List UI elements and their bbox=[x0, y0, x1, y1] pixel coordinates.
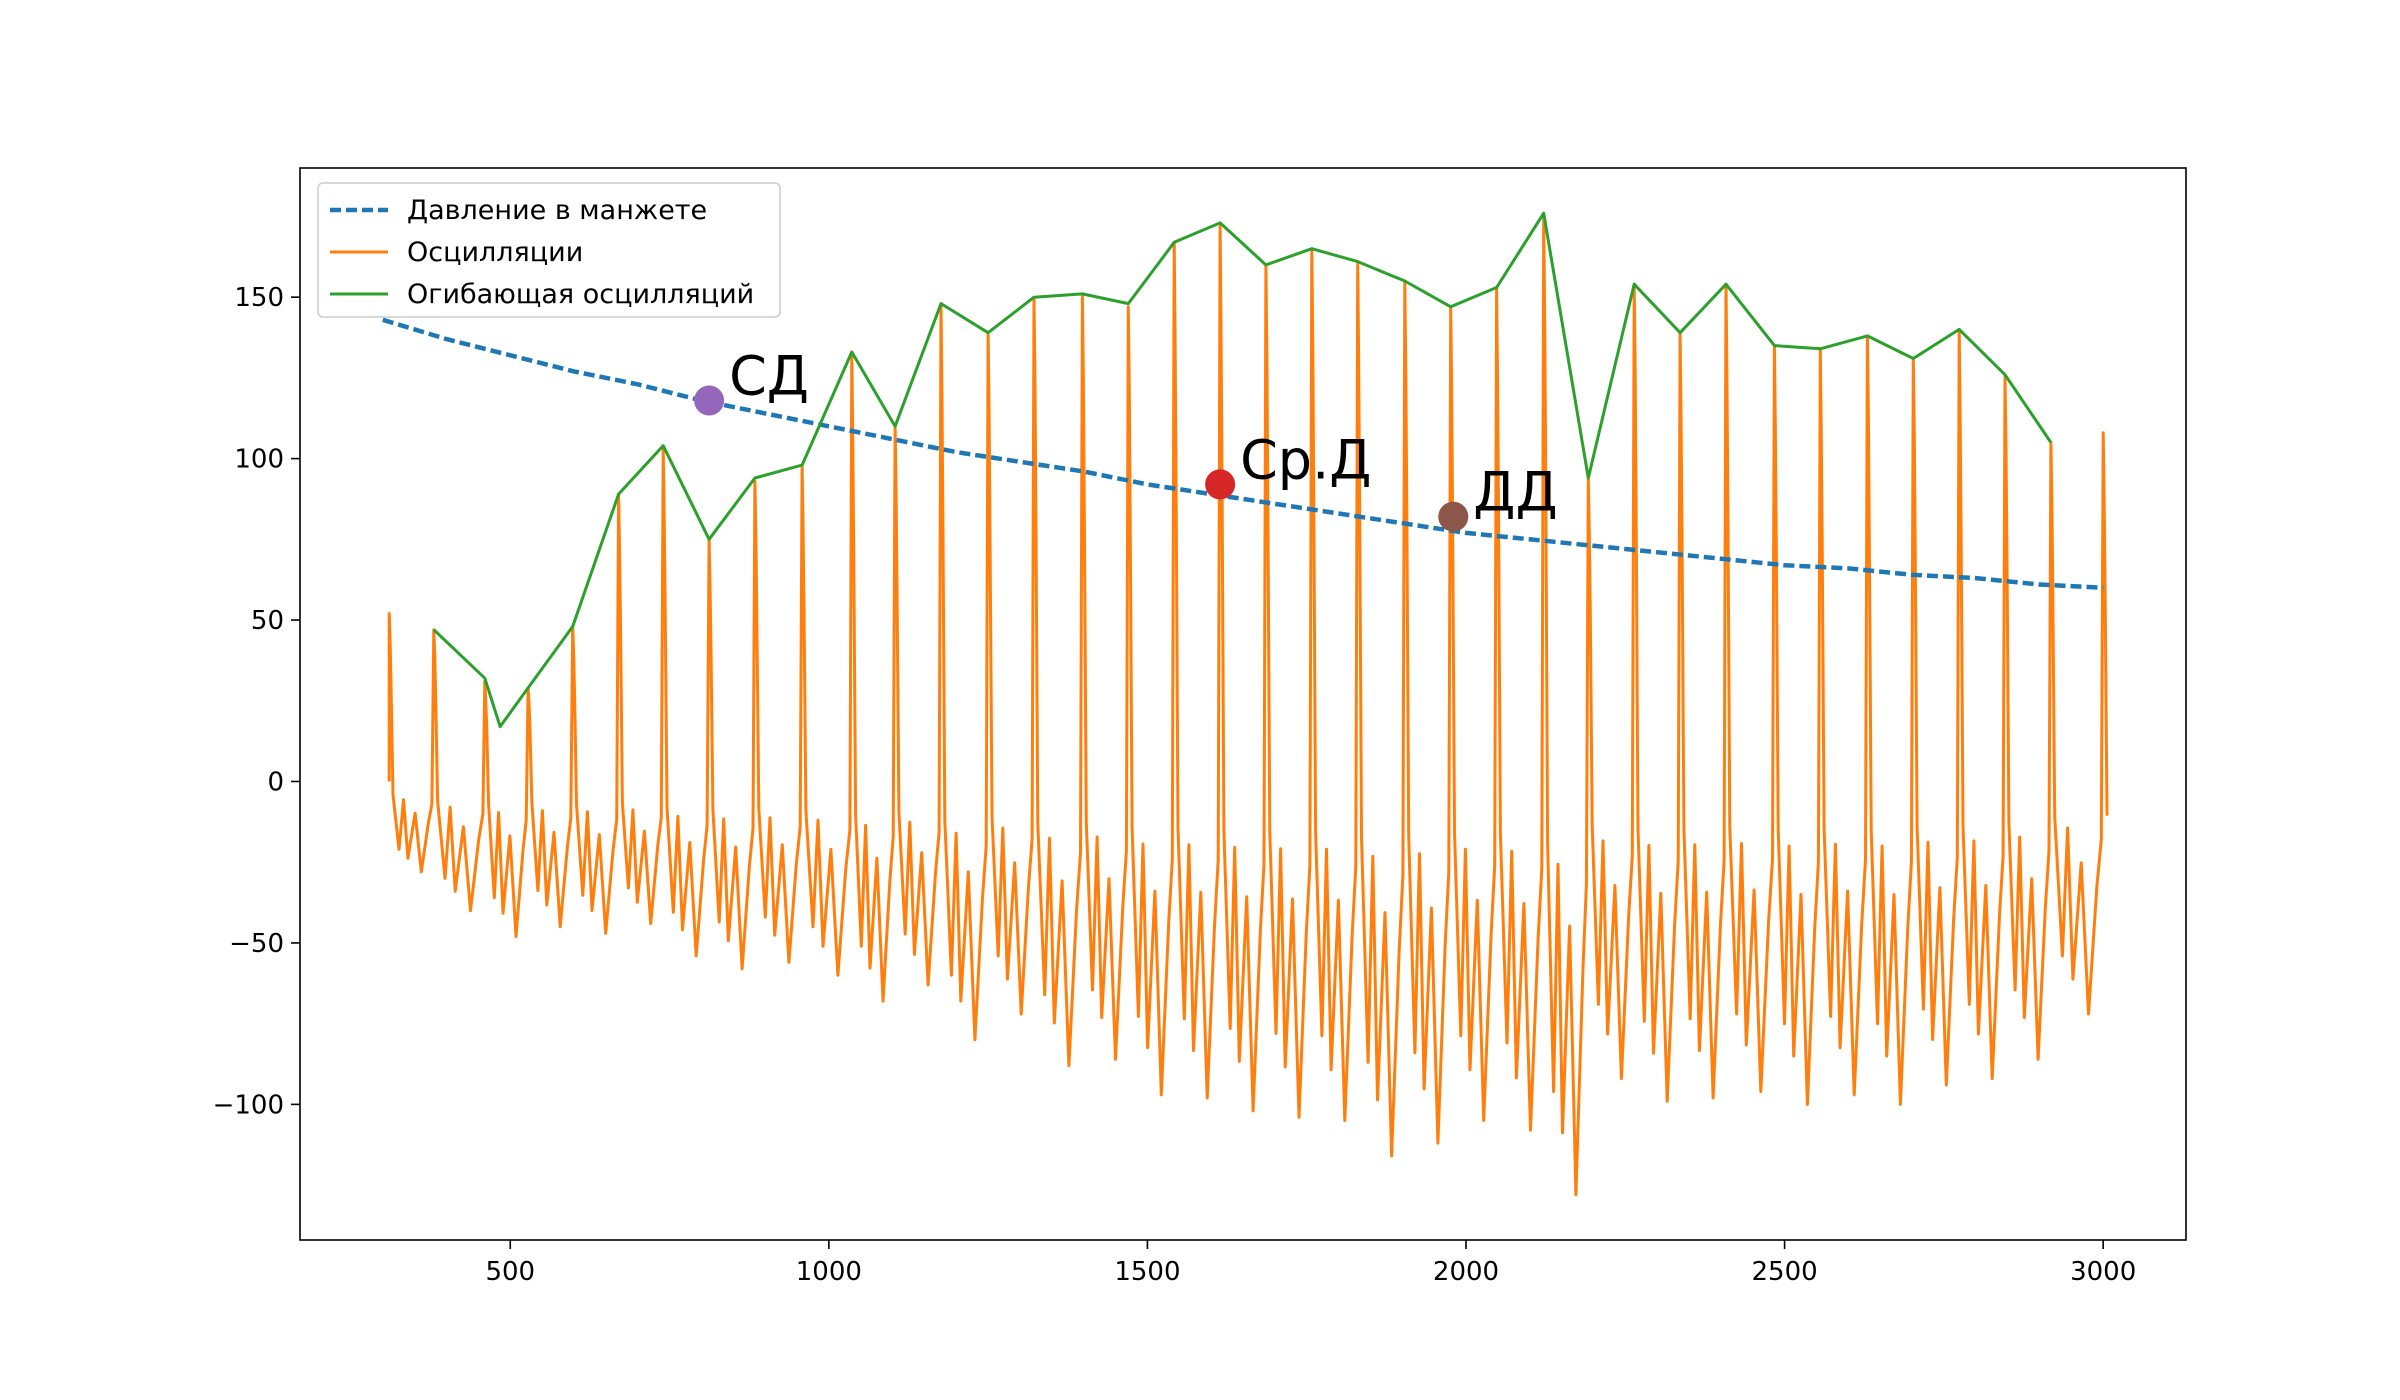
legend-label-2: Огибающая осцилляций bbox=[407, 279, 754, 310]
series-line-1 bbox=[387, 214, 2109, 1197]
y-tick-label-3: 50 bbox=[251, 606, 284, 636]
annotation-marker-1 bbox=[1205, 469, 1236, 500]
plot-area-frame bbox=[299, 167, 2187, 1241]
annotation-marker-2 bbox=[1438, 501, 1469, 532]
legend-box bbox=[317, 182, 781, 318]
x-tick-label-5: 3000 bbox=[2070, 1257, 2136, 1287]
x-tick-label-4: 2500 bbox=[1752, 1257, 1818, 1287]
x-tick-label-3: 2000 bbox=[1433, 1257, 1499, 1287]
annotation-layer: СД Ср.Д ДД bbox=[694, 345, 1558, 532]
annotation-label-0: СД bbox=[729, 345, 809, 408]
y-tick-label-4: 100 bbox=[234, 445, 284, 475]
annotation-marker-0 bbox=[694, 385, 725, 416]
series-layer bbox=[382, 211, 2109, 1197]
annotation-label-1: Ср.Д bbox=[1240, 428, 1371, 491]
x-tick-label-0: 500 bbox=[485, 1257, 535, 1287]
series-line-0 bbox=[382, 317, 2104, 591]
x-tick-label-1: 1000 bbox=[796, 1257, 862, 1287]
y-tick-label-2: 0 bbox=[267, 767, 284, 797]
annotation-label-2: ДД bbox=[1473, 461, 1557, 524]
series-line-2 bbox=[432, 211, 2053, 729]
y-tick-label-0: −100 bbox=[213, 1090, 284, 1120]
legend-label-1: Осцилляции bbox=[407, 237, 583, 268]
legend: Давление в манжете Осцилляции Огибающая ос… bbox=[317, 182, 781, 318]
legend-label-0: Давление в манжете bbox=[407, 195, 707, 226]
x-tick-label-2: 1500 bbox=[1114, 1257, 1180, 1287]
axis-layer: 500 1000 1500 2000 2500 3000 −100 −50 0 50 100 150 bbox=[213, 283, 2137, 1287]
y-tick-label-1: −50 bbox=[229, 929, 284, 959]
y-tick-label-5: 150 bbox=[234, 283, 284, 313]
